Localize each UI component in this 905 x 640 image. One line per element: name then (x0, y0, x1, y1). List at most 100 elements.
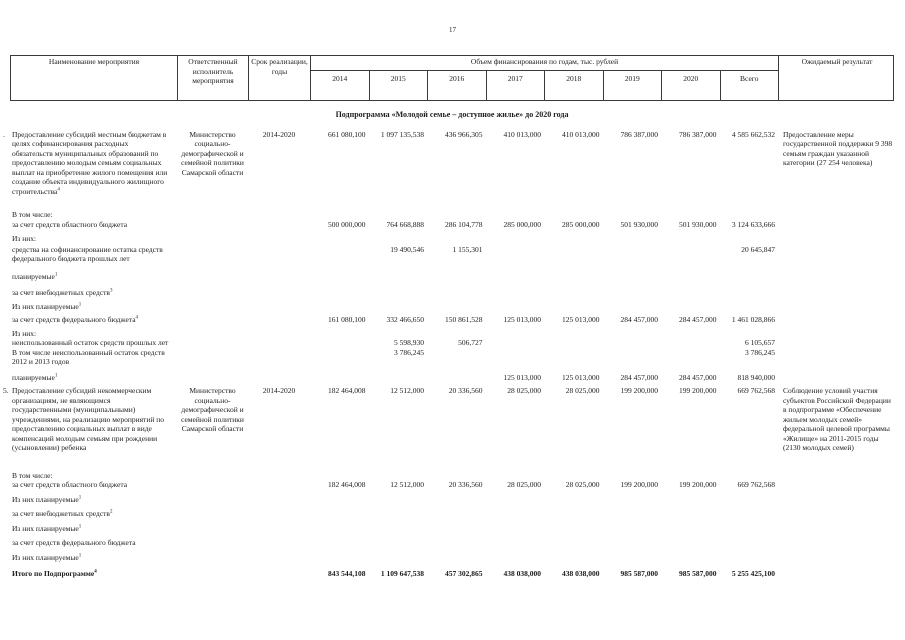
cell-activity-name: за счет средств федерального бюджета4 (12, 315, 139, 324)
cell-activity-name: В том числе: (12, 210, 53, 219)
footnote-marker: 3 (109, 288, 113, 294)
col-header-year-2014: 2014 (311, 71, 370, 100)
footnote-marker: 1 (78, 524, 82, 529)
footnote-marker: 2 (109, 509, 113, 515)
cell-value-2016: 150 861,528 (445, 315, 483, 324)
cell-value-total: 5 255 425,100 (731, 569, 775, 578)
cell-value-2015: 12 512,000 (390, 386, 424, 395)
cell-executor: Министерство социально-демографической и… (181, 386, 244, 433)
table-row: В том числе неиспользованный остаток сре… (10, 348, 894, 367)
cell-value-2020: 501 930,000 (679, 219, 717, 229)
footnote-marker: 1 (78, 302, 82, 307)
table-row: В том числе: (10, 471, 894, 481)
cell-value-2018: 285 000,000 (562, 219, 600, 229)
cell-value-2016: 286 104,778 (445, 219, 483, 229)
cell-value-2015: 764 668,888 (386, 219, 425, 229)
cell-value-2015: 12 512,000 (390, 480, 424, 489)
col-header-period: Срок реализации, годы (249, 56, 311, 100)
cell-value-total: 4 585 662,532 (731, 129, 775, 139)
cell-value-2016: 457 302,865 (445, 569, 483, 578)
footnote-marker: 1 (54, 373, 58, 378)
cell-value-2015: 19 490,546 (390, 244, 424, 254)
table-row: Из них планируемые1 (10, 553, 894, 563)
table-row: планируемые1 125 013,000 125 013,000 284 45… (10, 373, 894, 383)
program-table: Наименование мероприятия Ответственный и… (3, 55, 894, 579)
col-header-executor: Ответственный исполнитель мероприятия (178, 56, 249, 100)
cell-activity-name: за счет средств областного бюджета (12, 480, 128, 489)
cell-expected-result: Предоставление меры государственной подд… (783, 129, 893, 168)
cell-activity-name: неиспользованный остаток средств прошлых… (12, 338, 169, 347)
cell-value-total: 818 940,000 (737, 372, 776, 382)
table-row: 5. Предоставление субсидий некоммерческим… (3, 386, 894, 453)
cell-value-2020: 985 587,000 (679, 569, 717, 578)
cell-activity-name: за счет внебюджетных средств3 (12, 288, 113, 297)
cell-value-2015: 332 466,650 (386, 315, 425, 324)
row-number: 5. (3, 386, 9, 395)
cell-value-2015: 1 097 135,538 (380, 129, 424, 139)
table-row: за счет средств областного бюджета 182 46… (10, 480, 894, 490)
cell-value-2018: 410 013,000 (562, 129, 600, 139)
table-row: за счет средств федерального бюджета (10, 538, 894, 548)
cell-value-2017: 28 025,000 (507, 386, 541, 395)
cell-value-2017: 28 025,000 (507, 480, 541, 489)
cell-activity-name: Итого по Подпрограмме4 (12, 569, 97, 578)
footnote-marker: 4 (135, 315, 139, 321)
cell-activity-name: за счет внебюджетных средств2 (12, 509, 113, 518)
cell-value-2018: 438 038,000 (562, 569, 600, 578)
cell-activity-name: планируемые1 (12, 271, 58, 281)
footnote-marker: 1 (54, 272, 58, 277)
table-row: за счет средств федерального бюджета4 161… (10, 315, 894, 325)
table-row: Из них планируемые1 (10, 302, 894, 312)
cell-value-total: 3 786,245 (745, 347, 775, 357)
cell-value-2019: 501 930,000 (620, 219, 659, 229)
table-row: Из них планируемые1 (10, 495, 894, 505)
cell-value-2016: 506,727 (458, 338, 483, 347)
cell-value-2016: 20 336,560 (448, 480, 483, 489)
col-header-year-2019: 2019 (604, 71, 662, 100)
cell-value-2020: 284 457,000 (679, 315, 717, 324)
cell-activity-name: В том числе: (12, 470, 53, 480)
cell-value-2020: 284 457,000 (679, 372, 717, 382)
cell-value-2019: 284 457,000 (620, 315, 659, 324)
table-row: . Предоставление субсидий местным бюджета… (3, 129, 894, 197)
cell-activity-name: Из них планируемые1 (12, 494, 82, 504)
subprogram-title: Подпрограмма «Молодой семье – доступное … (335, 110, 569, 119)
cell-value-2014: 500 000,000 (328, 219, 366, 229)
col-header-year-2017: 2017 (487, 71, 545, 100)
cell-activity-name: Из них: (12, 328, 37, 338)
cell-value-2018: 125 013,000 (562, 372, 600, 382)
row-number: . (3, 129, 5, 139)
cell-value-2015: 5 598,930 (394, 338, 424, 347)
cell-activity-name: планируемые1 (12, 372, 58, 382)
col-header-result: Ожидаемый результат (801, 57, 873, 66)
cell-activity-name: Из них планируемые1 (12, 552, 82, 562)
table-row: за счет внебюджетных средств3 (10, 288, 894, 298)
table-row: Из них: (10, 329, 894, 339)
page-number: 17 (449, 26, 456, 34)
cell-value-total: 6 105,657 (745, 338, 775, 347)
cell-value-2017: 125 013,000 (503, 315, 542, 324)
cell-expected-result: Соблюдение условий участия субъектов Рос… (783, 386, 891, 452)
table-row: Из них планируемые1 (10, 524, 894, 534)
cell-value-total: 669 762,568 (737, 480, 776, 489)
cell-value-2016: 20 336,560 (448, 386, 483, 395)
cell-value-2015: 3 786,245 (394, 347, 424, 357)
footnote-marker: 1 (78, 553, 82, 558)
cell-value-2020: 199 200,000 (679, 386, 717, 395)
cell-value-2014: 161 080,100 (328, 315, 366, 324)
cell-value-2018: 125 013,000 (562, 315, 600, 324)
cell-activity-name: средства на софинансирование остатка сре… (12, 244, 163, 264)
footnote-marker: 4 (57, 187, 60, 192)
cell-value-2017: 285 000,000 (503, 219, 542, 229)
cell-value-2020: 199 200,000 (679, 480, 717, 489)
table-row: В том числе: (10, 210, 894, 220)
table-row: неиспользованный остаток средств прошлых… (10, 338, 894, 348)
col-header-activity: Наименование мероприятия (11, 56, 178, 100)
cell-value-2019: 199 200,000 (620, 386, 659, 395)
cell-activity-name: Из них: (12, 234, 37, 243)
cell-value-total: 669 762,568 (737, 386, 776, 395)
cell-period: 2014-2020 (262, 129, 296, 139)
cell-activity-name: В том числе неиспользованный остаток сре… (12, 347, 165, 367)
cell-value-2014: 843 544,108 (328, 569, 366, 578)
